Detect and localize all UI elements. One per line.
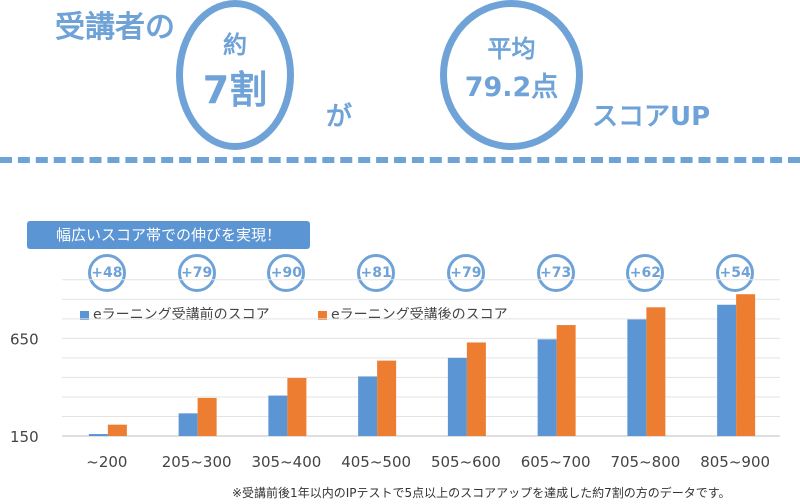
increase-badge: +79 [446, 254, 485, 292]
circle-average: 平均 79.2点 [440, 0, 583, 150]
increase-badge: +54 [716, 254, 755, 292]
x-tick-label: 505~600 [431, 453, 501, 471]
bar-after [107, 424, 127, 436]
dashed-divider [0, 157, 800, 163]
bar-before [447, 357, 467, 436]
y-tick-label: 650 [10, 330, 39, 348]
x-tick-label: ~200 [86, 453, 127, 471]
x-tick-label: 405~500 [341, 453, 411, 471]
bar-after [197, 397, 217, 436]
bar-before [268, 395, 288, 436]
headline-connector: が [326, 102, 353, 132]
increase-badge: +48 [87, 254, 126, 292]
circle-ratio: 約 7割 [176, 0, 294, 150]
bar-before [537, 339, 557, 436]
increase-badge: +62 [626, 254, 665, 292]
footnote: ※受講前後1年以内のIPテストで5点以上のスコアアップを達成した約7割の方のデー… [232, 486, 731, 500]
x-tick-label: 205~300 [162, 453, 232, 471]
bar-before [88, 434, 108, 436]
ratio-prefix: 約 [223, 31, 247, 59]
increase-badge: +81 [357, 254, 396, 292]
bar-before [358, 376, 378, 436]
bar-after [646, 307, 666, 436]
bar-after [466, 342, 486, 436]
headline-suffix: スコアUP [592, 102, 711, 132]
increase-badge: +90 [267, 254, 306, 292]
average-value: 79.2点 [464, 72, 559, 103]
increase-badge: +73 [536, 254, 575, 292]
bar-before [178, 413, 198, 436]
bar-after [556, 325, 576, 436]
banner-label: 幅広いスコア帯での伸びを実現！ [27, 221, 310, 249]
legend-swatch-before [80, 311, 89, 320]
headline-prefix: 受講者の [55, 10, 175, 45]
bar-after [287, 377, 307, 436]
y-tick-label: 150 [10, 428, 39, 446]
x-tick-label: 705~800 [610, 453, 680, 471]
x-tick-label: 805~900 [700, 453, 770, 471]
average-label: 平均 [487, 35, 536, 63]
bar-after [377, 360, 397, 436]
x-tick-label: 305~400 [251, 453, 321, 471]
increase-badge: +79 [177, 254, 216, 292]
bar-before [627, 319, 647, 436]
x-tick-label: 605~700 [521, 453, 591, 471]
legend-swatch-after [318, 311, 327, 320]
bar-after [736, 294, 756, 436]
bar-before [717, 304, 737, 436]
ratio-value: 7割 [202, 68, 268, 112]
